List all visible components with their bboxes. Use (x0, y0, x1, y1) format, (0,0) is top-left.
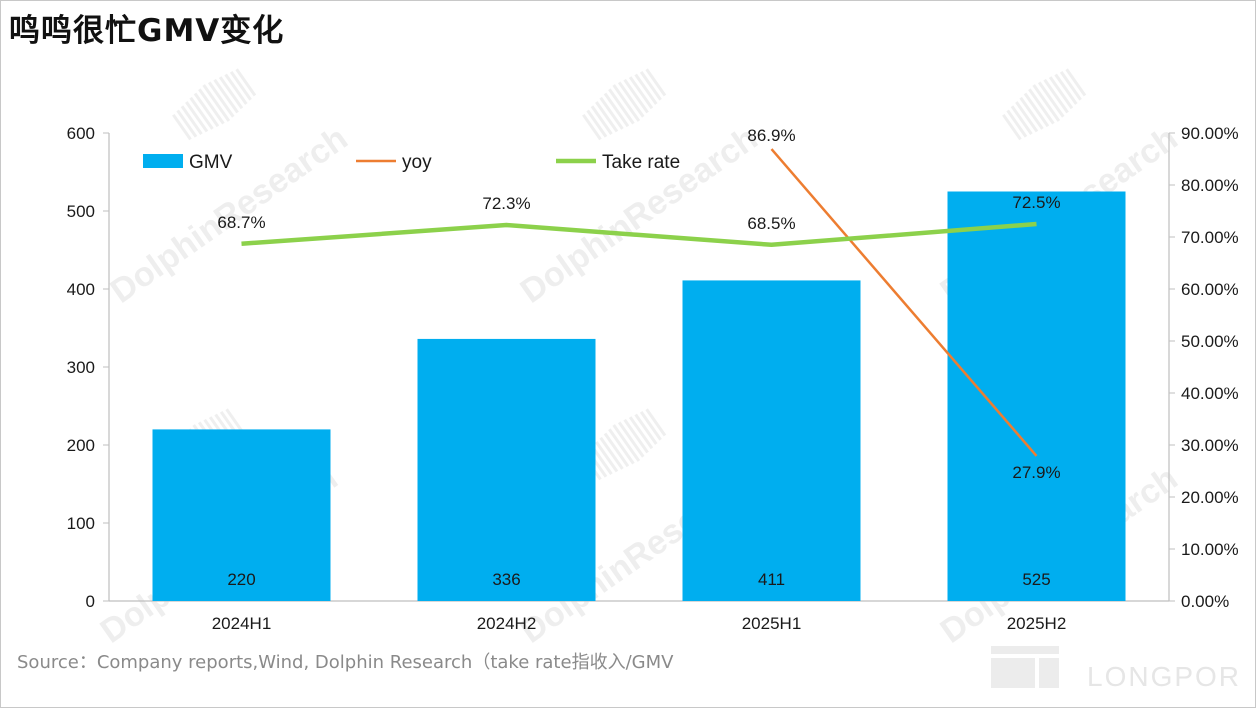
y-right-tick-label: 70.00% (1181, 228, 1239, 247)
y-right-tick-label: 10.00% (1181, 540, 1239, 559)
yoy-data-label: 86.9% (747, 126, 795, 145)
y-right-tick-label: 90.00% (1181, 124, 1239, 143)
y-right-tick-label: 0.00% (1181, 592, 1229, 611)
gmv-bar (152, 429, 331, 601)
y-right-tick-label: 50.00% (1181, 332, 1239, 351)
yoy-data-label: 27.9% (1012, 463, 1060, 482)
axes: 0 100 200 300 400 500 600 0.00% 10.00% 20.00% 30.0… (67, 124, 1239, 633)
longport-logo: LONGPORT (991, 646, 1241, 692)
data-labels: 220 336 411 525 86.9% 27.9% 68.7% 72.3% 68.5% 72.… (217, 126, 1060, 589)
watermark: DolphinResearch (104, 68, 355, 311)
x-tick-label: 2024H2 (477, 614, 537, 633)
legend-item: Take rate (556, 152, 680, 173)
x-tick-label: 2025H1 (742, 614, 802, 633)
y-left-tick-label: 400 (67, 280, 95, 299)
legend-label: Take rate (602, 152, 680, 173)
legend-swatch (143, 154, 183, 168)
x-tick-label: 2025H2 (1007, 614, 1067, 633)
y-right-tick-label: 80.00% (1181, 176, 1239, 195)
take-rate-data-label: 72.5% (1012, 193, 1060, 212)
y-left-tick-label: 600 (67, 124, 95, 143)
legend-item: GMV (143, 152, 233, 173)
gmv-data-label: 220 (227, 570, 255, 589)
gmv-bar (417, 338, 596, 601)
legend-label: GMV (189, 152, 233, 173)
legend: GMV yoy Take rate (143, 152, 680, 173)
y-right-tick-label: 30.00% (1181, 436, 1239, 455)
legend-item: yoy (356, 152, 432, 173)
legend-label: yoy (402, 152, 432, 173)
y-left-tick-label: 200 (67, 436, 95, 455)
y-right-tick-label: 20.00% (1181, 488, 1239, 507)
take-rate-data-label: 68.5% (747, 214, 795, 233)
y-left-tick-label: 300 (67, 358, 95, 377)
source-note: Source：Company reports,Wind, Dolphin Res… (17, 652, 674, 673)
chart-title: 鸣鸣很忙GMV变化 (9, 13, 285, 49)
y-left-tick-label: 100 (67, 514, 95, 533)
y-right-tick-label: 60.00% (1181, 280, 1239, 299)
x-tick-label: 2024H1 (212, 614, 272, 633)
watermark: DolphinResearch (514, 68, 765, 311)
take-rate-data-label: 72.3% (482, 194, 530, 213)
gmv-data-label: 336 (492, 570, 520, 589)
take-rate-line (241, 221, 1037, 248)
yoy-line (770, 148, 1038, 457)
line-series (241, 148, 1038, 457)
gmv-bar (682, 280, 861, 601)
y-left-tick-label: 500 (67, 202, 95, 221)
brand-wordmark: LONGPORT (1087, 661, 1241, 692)
gmv-bars (152, 191, 1126, 601)
gmv-data-label: 411 (758, 570, 785, 589)
y-right-tick-label: 40.00% (1181, 384, 1239, 403)
take-rate-data-label: 68.7% (217, 213, 265, 232)
y-left-tick-label: 0 (86, 592, 95, 611)
gmv-bar (947, 191, 1126, 601)
gmv-data-label: 525 (1022, 570, 1050, 589)
